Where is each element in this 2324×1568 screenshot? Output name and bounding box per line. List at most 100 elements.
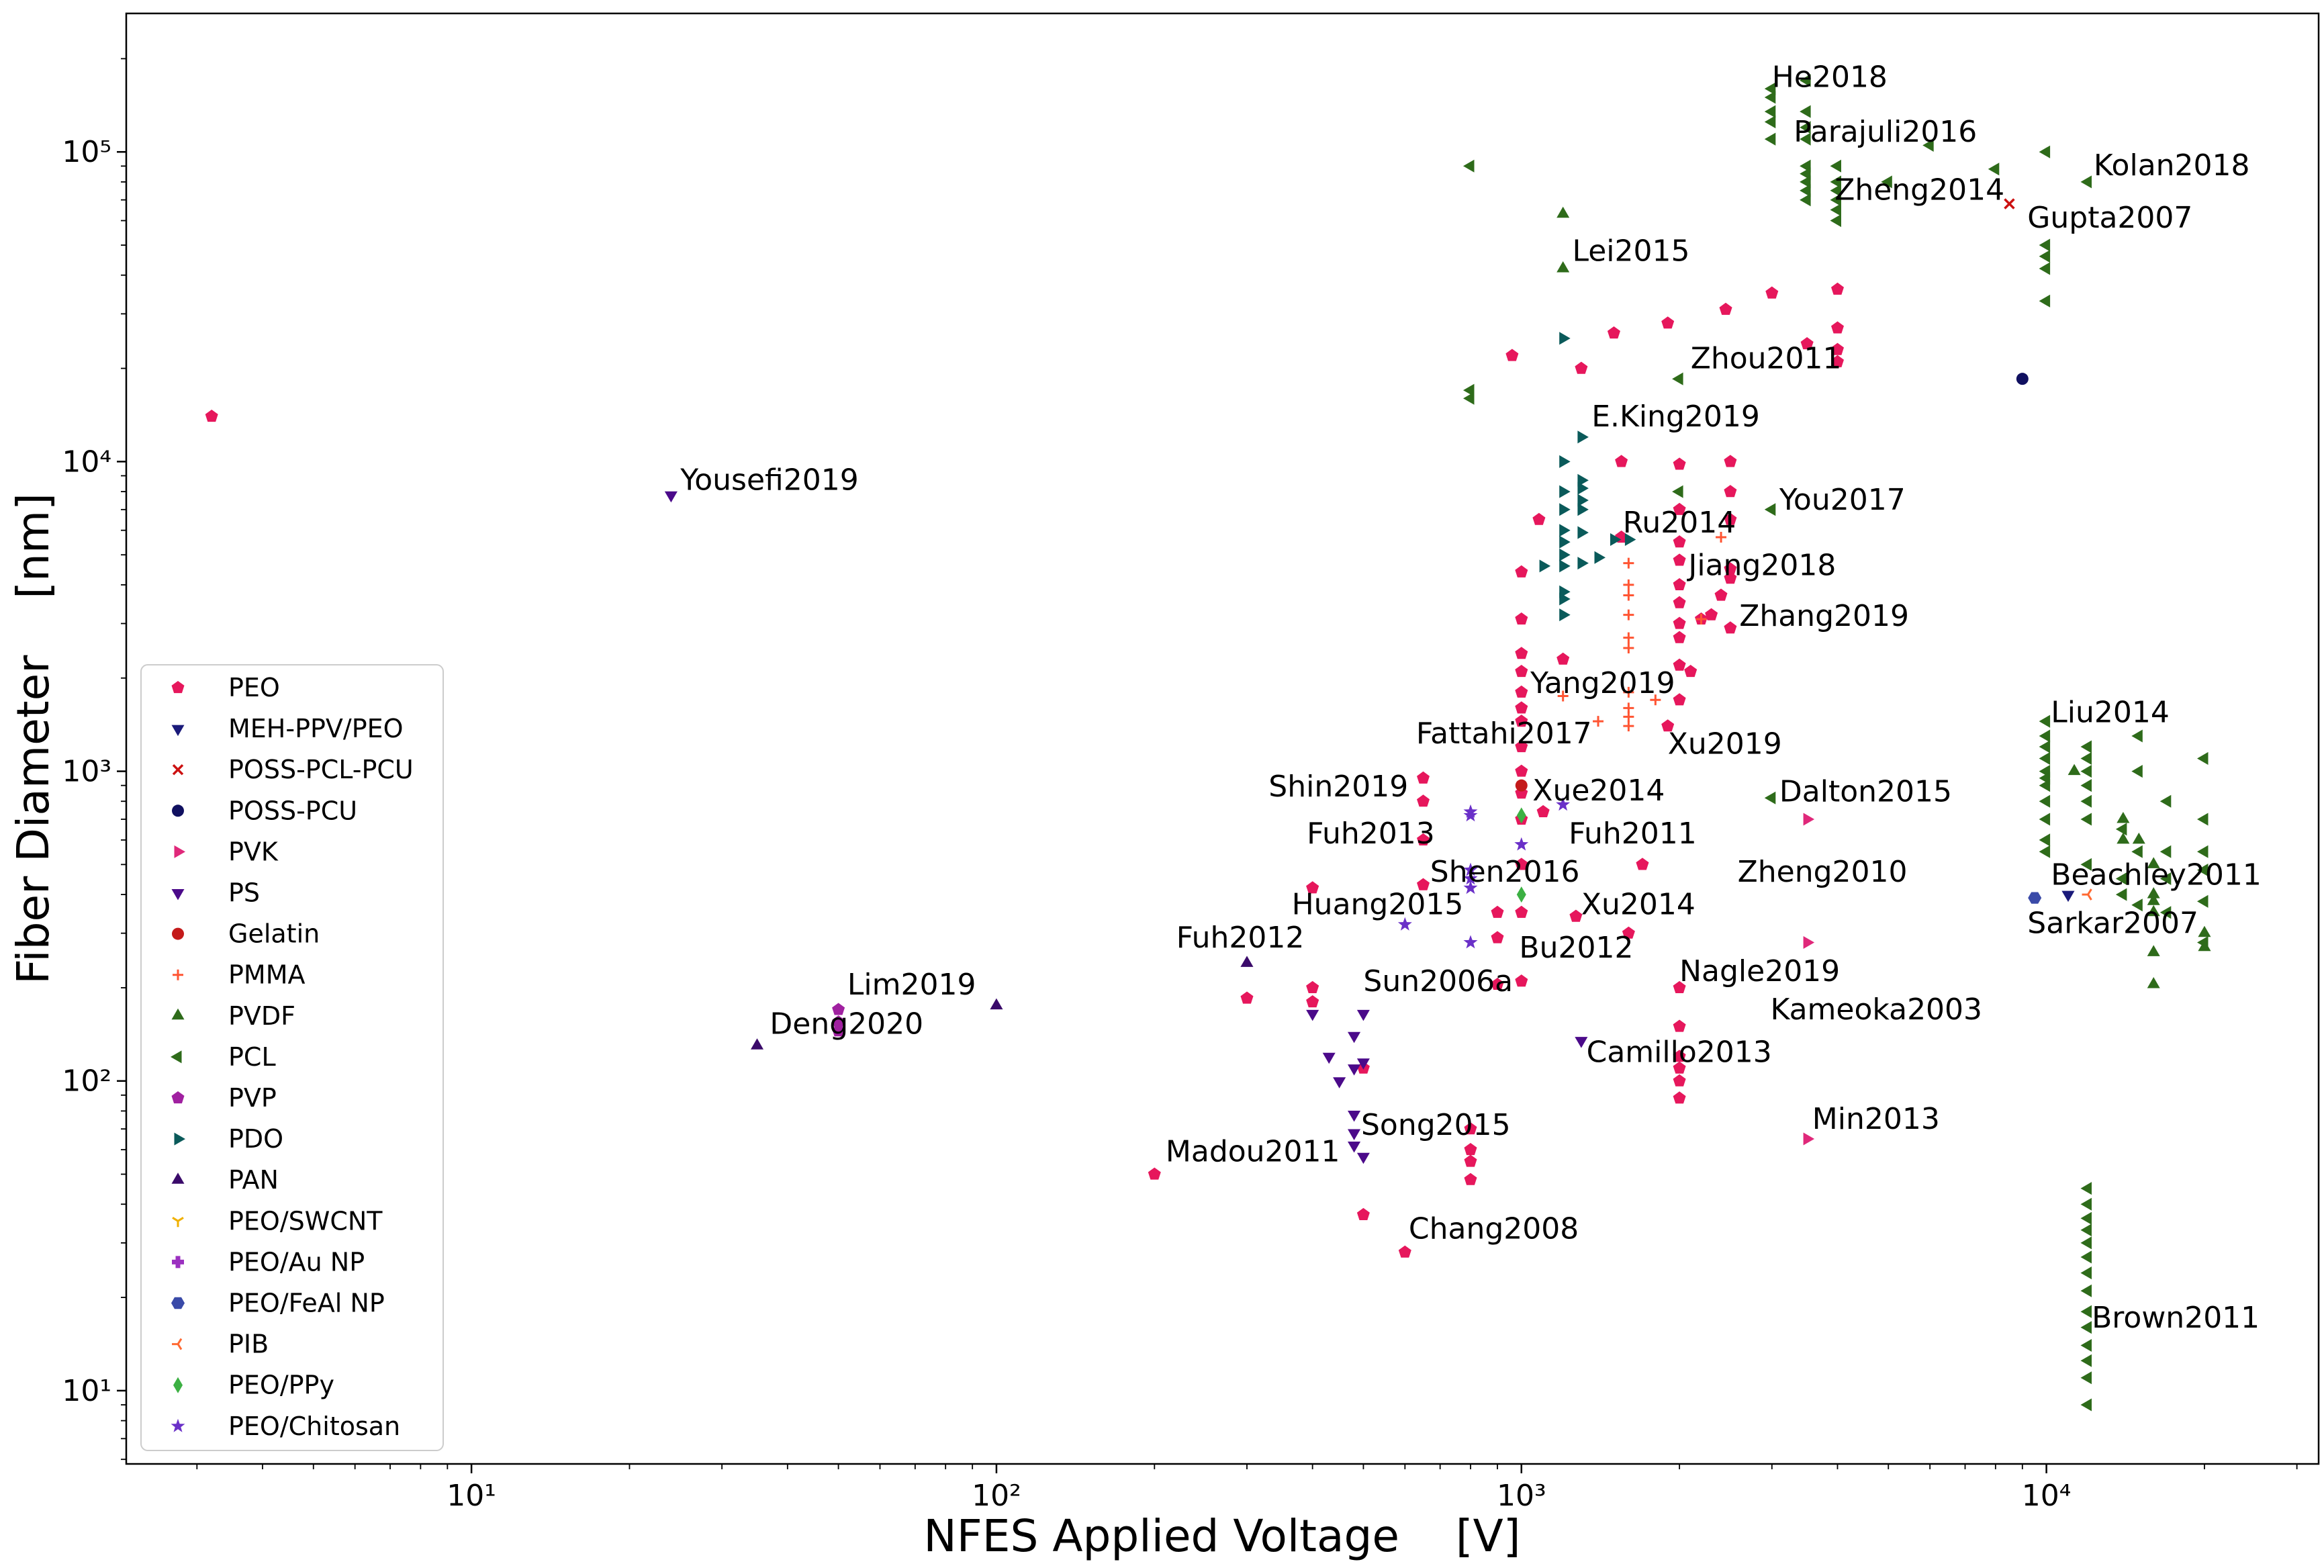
annotation-label: Chang2008: [1409, 1211, 1579, 1246]
legend-marker: [171, 1297, 185, 1309]
data-point: [1764, 105, 1776, 118]
data-point: [1559, 559, 1571, 573]
annotation-label: Kameoka2003: [1771, 993, 1983, 1027]
data-point: [1348, 1129, 1361, 1140]
y-axis-title: Fiber Diameter [nm]: [7, 493, 59, 984]
data-point: [2197, 864, 2209, 877]
data-point: [832, 1024, 845, 1037]
legend: PEO MEH-PPV/PEO POSS-PCL-PCU POSS-PCU PVK PS G…: [140, 664, 444, 1451]
series-pvk: [1803, 813, 1815, 1146]
x-tick-label: 10¹: [447, 1479, 496, 1513]
data-point: [1577, 503, 1589, 516]
data-point: [1240, 956, 1254, 967]
legend-entry: PVP: [171, 1083, 277, 1113]
legend-label: MEH-PPV/PEO: [228, 714, 404, 743]
series-peo-chitosan: [1397, 797, 1571, 949]
annotation-label: He2018: [1772, 60, 1888, 95]
data-point: [1800, 193, 1811, 207]
x-axis: 10¹ 10² 10³ 10⁴: [196, 1464, 2298, 1513]
annotation-label: Fattahi2017: [1416, 717, 1592, 751]
data-point: [1577, 557, 1589, 570]
legend-marker: [171, 725, 185, 737]
x-axis-title: NFES Applied Voltage [V]: [923, 1510, 1520, 1562]
data-point: [2131, 765, 2143, 778]
data-point: [2039, 813, 2051, 826]
data-point: [2115, 823, 2127, 836]
legend-label: PVK: [228, 837, 279, 866]
data-point: [1356, 1058, 1370, 1070]
data-point: [1623, 557, 1634, 569]
legend-entry: Gelatin: [172, 919, 320, 949]
data-point: [1463, 808, 1478, 822]
data-point: [1623, 590, 1634, 601]
data-point: [1831, 355, 1844, 367]
data-point: [1515, 701, 1528, 714]
data-point: [2080, 1266, 2092, 1280]
data-point: [1673, 578, 1686, 590]
data-point: [832, 1015, 845, 1027]
data-point: [1356, 1207, 1370, 1220]
data-point: [1594, 551, 1606, 564]
data-point: [1673, 1091, 1686, 1104]
annotation-label: Beachley2011: [2051, 858, 2262, 892]
data-point: [1463, 383, 1475, 397]
data-point: [1831, 342, 1844, 355]
data-point: [1577, 494, 1589, 507]
data-point: [1724, 562, 1737, 575]
data-point: [2147, 977, 2160, 988]
legend-label: PCL: [228, 1042, 276, 1072]
plot-frame: [125, 12, 2320, 1465]
annotation-label: Fuh2013: [1307, 817, 1435, 851]
data-point: [1764, 116, 1776, 129]
annotation-label: Nagle2019: [1679, 954, 1840, 988]
data-point: [1559, 548, 1571, 561]
data-point: [2115, 888, 2127, 901]
data-point: [2039, 845, 2051, 858]
series-meh-ppv-peo: [2061, 890, 2075, 903]
legend-entry: PVK: [174, 837, 279, 866]
data-point: [1673, 1019, 1686, 1032]
legend-marker: [172, 1217, 184, 1228]
data-point: [2147, 857, 2160, 868]
legend-label: PS: [228, 878, 260, 908]
annotation-label: Huang2015: [1292, 888, 1464, 922]
data-point: [2159, 794, 2172, 808]
legend-marker: [171, 1418, 185, 1432]
legend-marker: [171, 681, 185, 694]
legend-entry: PS: [171, 878, 260, 908]
points-layer: [205, 74, 2211, 1412]
data-point: [1417, 794, 1430, 807]
data-point: [2067, 764, 2081, 776]
data-point: [1830, 184, 1841, 197]
series-pvp: [832, 1003, 845, 1037]
series-pcl: [1463, 74, 2209, 1412]
legend-entry: MEH-PPV/PEO: [171, 714, 404, 743]
data-point: [1491, 905, 1504, 918]
data-point: [2197, 936, 2209, 949]
data-point: [1716, 531, 1727, 543]
series-peo: [205, 282, 1844, 1258]
data-point: [1764, 91, 1776, 104]
data-point: [1622, 926, 1635, 939]
data-point: [1830, 203, 1841, 216]
data-point: [1661, 316, 1675, 329]
data-point: [1610, 533, 1622, 546]
annotation-label: Lei2015: [1573, 234, 1690, 268]
data-point: [2131, 729, 2143, 743]
data-point: [2080, 751, 2092, 765]
data-point: [1333, 1077, 1346, 1089]
data-point: [1607, 326, 1620, 339]
data-point: [1464, 1172, 1477, 1185]
data-point: [1830, 214, 1841, 228]
data-point: [1673, 596, 1686, 608]
data-point: [2028, 892, 2042, 904]
series-peo-ppy: [1516, 807, 1526, 903]
data-point: [990, 998, 1003, 1010]
legend-label: PIB: [228, 1330, 269, 1359]
data-point: [1515, 612, 1528, 625]
data-point: [1575, 361, 1588, 374]
data-point: [2198, 925, 2211, 937]
legend-entry: PMMA: [173, 960, 305, 990]
data-point: [1148, 1167, 1161, 1180]
annotation-label: Sun2006a: [1363, 964, 1513, 999]
